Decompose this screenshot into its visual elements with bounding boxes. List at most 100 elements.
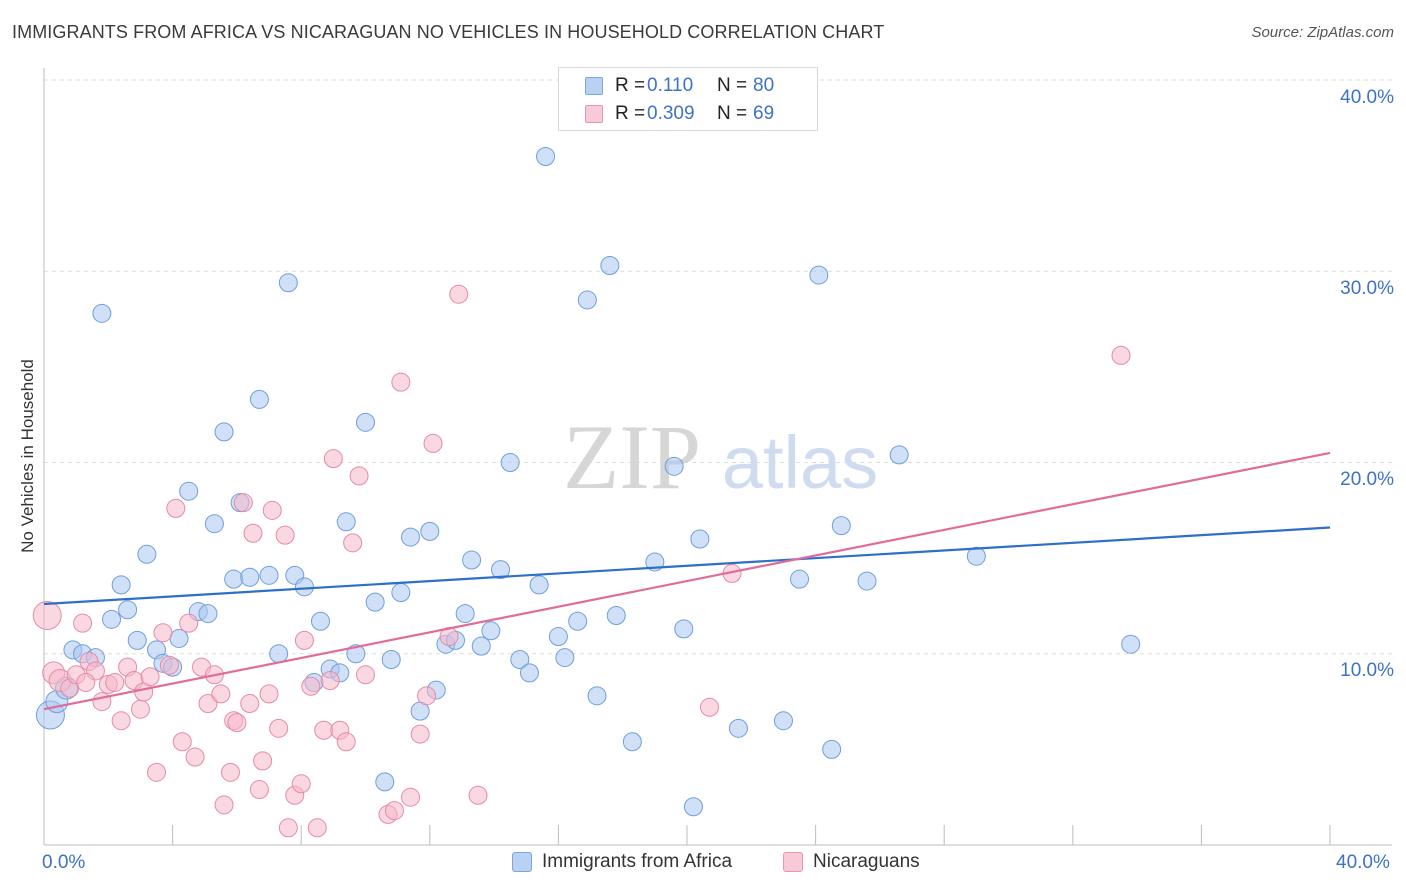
data-point [259,684,279,704]
bottom-legend-nicaraguans: Nicaraguans [783,851,920,873]
data-point [224,569,244,589]
data-point [220,762,240,782]
data-point [384,801,404,821]
bottom-legend-africa: Immigrants from Africa [512,851,732,873]
data-point [269,644,289,664]
data-point [323,449,343,469]
data-point [118,600,138,620]
data-point [1111,345,1131,365]
bottom-legend: Immigrants from Africa Nicaraguans [0,851,1406,877]
data-point [822,739,842,759]
y-axis-label: No Vehicles in Household [18,359,37,553]
data-point [606,606,626,625]
data-point [577,290,597,310]
data-point [381,649,401,669]
data-point [401,787,421,807]
data-point [147,762,167,782]
watermark-zip: ZIP [563,406,701,508]
bottom-legend-swatch-blue [512,852,532,872]
data-point [600,256,620,276]
chart-title: IMMIGRANTS FROM AFRICA VS NICARAGUAN NO … [12,22,885,42]
data-point [291,774,311,794]
legend-r-label: R = [615,103,646,124]
watermark-atlas: atlas [722,421,878,504]
data-point [185,747,205,767]
data-point [683,797,703,817]
data-point [420,521,440,541]
data-point [172,732,192,752]
trend-lines [43,451,1331,711]
bottom-legend-swatch-pink [783,852,803,872]
series-nicaraguans [32,284,1131,838]
data-point [343,533,363,553]
data-point [314,720,334,740]
data-point [391,372,411,392]
data-point [73,613,93,633]
data-point [674,619,694,639]
bottom-legend-label: Immigrants from Africa [542,851,733,872]
data-point [462,550,482,570]
series-africa [35,147,1141,817]
data-point [857,571,877,591]
data-point [365,592,385,612]
axes [43,68,1392,846]
data-point [481,621,501,641]
legend-n-label: N = [717,75,748,96]
legend-row-africa: R = 0.110 N = 80 [585,73,774,99]
data-point [622,732,642,752]
data-point [294,630,314,650]
x-tick-label-min: 0.0% [42,852,86,873]
data-point [105,672,125,692]
data-point [519,663,539,683]
bottom-legend-label: Nicaraguans [813,851,920,872]
data-point [587,686,607,706]
data-point [278,273,298,293]
data-point [259,565,279,585]
data-point [127,630,147,650]
data-point [92,303,112,323]
data-point [214,795,234,815]
data-point [391,583,411,603]
legend-r-value: 0.309 [647,103,695,124]
data-point [548,627,568,647]
data-point [417,686,437,706]
data-point [227,713,247,733]
legend-row-nicaraguans: R = 0.309 N = 69 [585,101,774,127]
data-point [336,512,356,532]
data-point [307,818,327,838]
data-point [831,516,851,536]
data-point [92,692,112,712]
data-point [198,693,218,713]
data-point [140,667,160,687]
data-point [275,525,295,545]
data-point [243,523,263,543]
data-point [278,818,298,838]
data-point [137,544,157,564]
data-point [500,453,520,472]
data-point [198,604,218,624]
data-point [169,628,189,648]
data-point [471,636,491,656]
data-point [211,684,231,704]
data-point [159,655,179,675]
data-point [401,527,421,547]
data-point [809,265,829,285]
data-point [153,623,173,643]
data-point [664,456,684,476]
data-point [410,724,430,744]
data-point [294,577,314,597]
data-point [130,699,150,719]
data-point [375,772,395,792]
data-point [320,671,340,691]
data-point [111,575,131,595]
data-point [262,500,282,520]
data-point [111,711,131,731]
data-point [349,466,369,486]
data-point [76,672,96,692]
legend-r-value: 0.110 [647,75,694,96]
trend-line [43,451,1331,711]
data-point [455,604,475,624]
data-point [301,676,321,696]
data-point [32,601,62,630]
data-point [966,546,986,566]
